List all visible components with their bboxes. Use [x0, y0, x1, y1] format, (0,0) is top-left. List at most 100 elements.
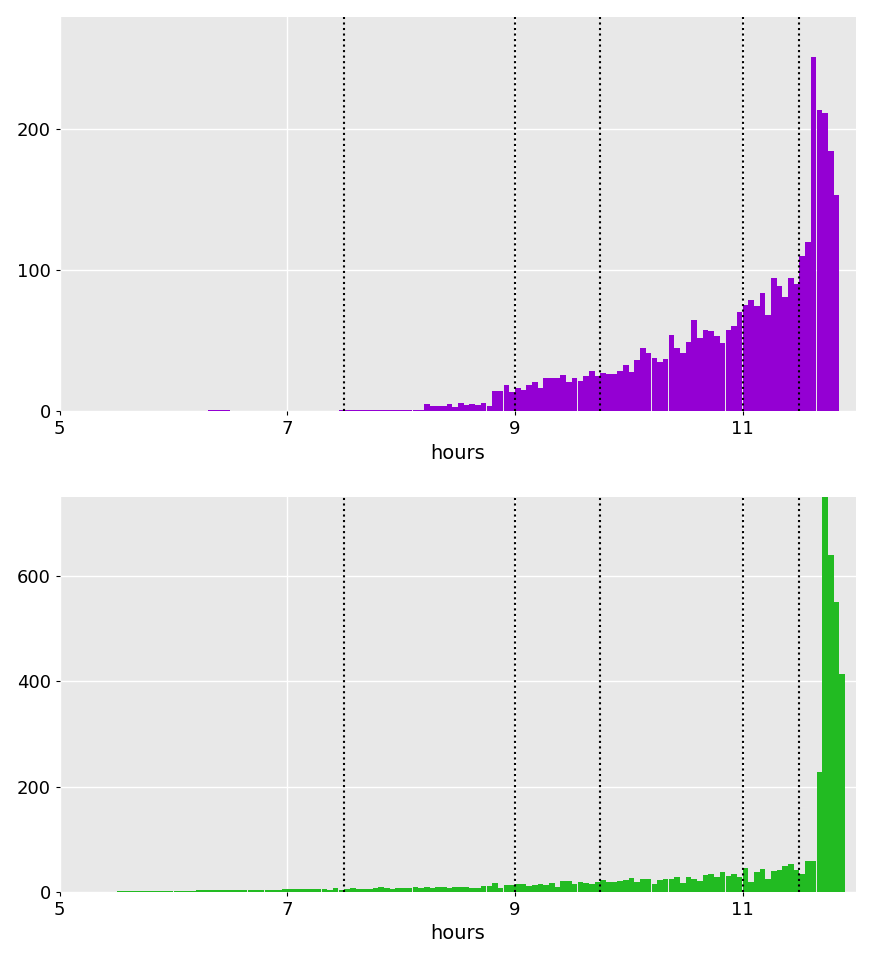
Bar — [617, 372, 623, 411]
Bar — [543, 378, 549, 411]
Bar — [663, 879, 669, 892]
Bar — [464, 887, 470, 892]
Bar — [316, 889, 321, 892]
Bar — [208, 890, 213, 892]
Bar — [515, 388, 520, 411]
Bar — [452, 407, 458, 411]
Bar — [436, 887, 441, 892]
Bar — [748, 300, 754, 411]
Bar — [646, 352, 651, 411]
Bar — [481, 403, 486, 411]
Bar — [794, 870, 800, 892]
Bar — [282, 890, 287, 892]
Bar — [811, 57, 816, 411]
Bar — [743, 305, 748, 411]
Bar — [276, 890, 282, 892]
Bar — [612, 373, 617, 411]
Bar — [321, 889, 327, 892]
Bar — [242, 890, 247, 892]
Bar — [543, 885, 549, 892]
Bar — [816, 772, 822, 892]
Bar — [441, 887, 447, 892]
Bar — [509, 885, 515, 892]
Bar — [822, 490, 828, 892]
Bar — [560, 375, 566, 411]
Bar — [509, 392, 515, 411]
Bar — [794, 284, 800, 411]
Bar — [441, 406, 447, 411]
Bar — [310, 889, 316, 892]
Bar — [498, 888, 504, 892]
Bar — [595, 882, 601, 892]
Bar — [743, 868, 748, 892]
Bar — [606, 374, 612, 411]
Bar — [549, 377, 554, 411]
Bar — [378, 887, 384, 892]
Bar — [572, 378, 577, 411]
Bar — [265, 890, 270, 892]
Bar — [834, 195, 839, 411]
Bar — [202, 890, 208, 892]
Bar — [623, 880, 629, 892]
Bar — [271, 890, 276, 892]
Bar — [760, 293, 766, 411]
Bar — [287, 889, 293, 892]
Bar — [788, 864, 794, 892]
Bar — [430, 888, 436, 892]
Bar — [629, 372, 635, 411]
Bar — [583, 882, 588, 892]
Bar — [691, 320, 697, 411]
Bar — [538, 388, 543, 411]
Bar — [816, 110, 822, 411]
Bar — [703, 330, 708, 411]
Bar — [532, 884, 538, 892]
Bar — [674, 877, 680, 892]
Bar — [555, 378, 560, 411]
Bar — [237, 890, 242, 892]
Bar — [834, 602, 839, 892]
Bar — [782, 866, 788, 892]
Bar — [606, 882, 612, 892]
Bar — [612, 882, 617, 892]
Bar — [635, 360, 640, 411]
Bar — [219, 890, 224, 892]
Bar — [777, 286, 782, 411]
Bar — [350, 888, 355, 892]
Bar — [196, 890, 202, 892]
Bar — [424, 404, 430, 411]
Bar — [709, 331, 714, 411]
Bar — [299, 889, 305, 892]
Bar — [572, 884, 577, 892]
Bar — [458, 403, 464, 411]
Bar — [486, 886, 492, 892]
Bar — [339, 890, 344, 892]
Bar — [703, 875, 708, 892]
Bar — [384, 888, 389, 892]
Bar — [669, 878, 674, 892]
Bar — [623, 365, 629, 411]
Bar — [327, 890, 333, 892]
Bar — [646, 879, 651, 892]
Bar — [640, 348, 646, 411]
Bar — [504, 385, 509, 411]
Bar — [520, 884, 526, 892]
Bar — [737, 312, 742, 411]
Bar — [685, 342, 691, 411]
Bar — [589, 884, 595, 892]
Bar — [657, 880, 663, 892]
Bar — [754, 305, 760, 411]
Bar — [470, 404, 475, 411]
Bar — [732, 874, 737, 892]
Bar — [651, 358, 657, 411]
Bar — [674, 348, 680, 411]
Bar — [452, 887, 458, 892]
Bar — [402, 888, 407, 892]
Bar — [224, 890, 230, 892]
Bar — [691, 878, 697, 892]
Bar — [526, 886, 532, 892]
Bar — [680, 883, 685, 892]
Bar — [709, 874, 714, 892]
Bar — [640, 879, 646, 892]
Bar — [492, 883, 498, 892]
Bar — [549, 883, 554, 892]
